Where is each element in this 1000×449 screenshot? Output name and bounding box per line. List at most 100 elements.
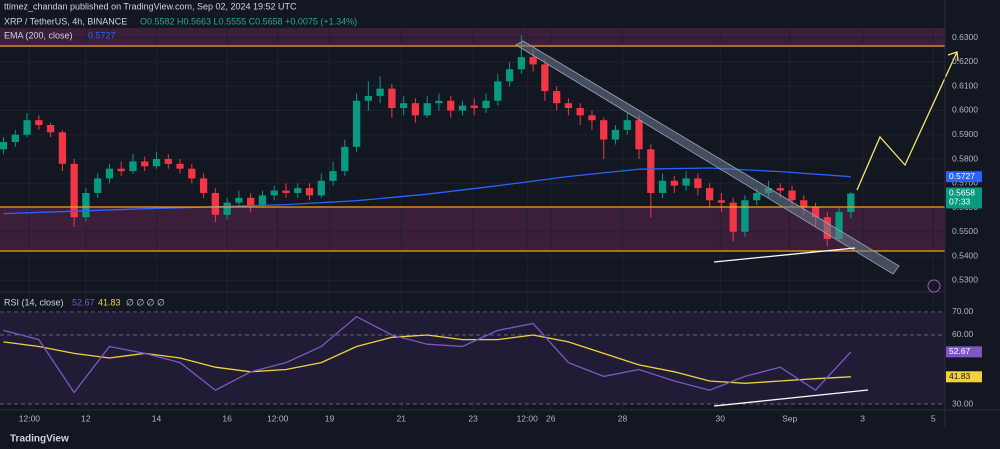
candle-body xyxy=(552,91,561,104)
candle-body xyxy=(141,161,149,167)
countdown: 07:33 xyxy=(949,197,971,207)
x-tick-label: 30 xyxy=(715,413,725,423)
candle-body xyxy=(505,69,514,82)
candle-body xyxy=(635,120,643,150)
y-tick-label: 0.5400 xyxy=(952,250,978,260)
candle-body xyxy=(129,161,137,172)
x-tick-label: 14 xyxy=(152,413,162,423)
candle-body xyxy=(82,192,90,218)
candle-body xyxy=(58,132,67,164)
y-tick-label: 0.6100 xyxy=(952,80,978,90)
rsi-tick-label: 30.00 xyxy=(952,398,974,408)
candle-body xyxy=(164,159,172,164)
candle-body xyxy=(152,159,161,167)
candle-body xyxy=(717,200,726,203)
rsi-tick-label: 70.00 xyxy=(952,306,974,316)
rsi-band xyxy=(0,312,945,404)
candle-body xyxy=(847,193,855,212)
candle-body xyxy=(623,120,631,130)
x-tick-label: 28 xyxy=(618,413,628,423)
candle-body xyxy=(211,192,220,215)
candle-body xyxy=(258,195,267,206)
candle-body xyxy=(482,100,490,109)
x-tick-label: 12:00 xyxy=(267,413,289,423)
candle-body xyxy=(94,178,102,193)
candle-body xyxy=(329,171,337,181)
candle-body xyxy=(494,81,502,101)
candle-body xyxy=(776,188,784,191)
candle-body xyxy=(305,188,314,196)
x-tick-label: Sep xyxy=(782,413,797,423)
candle-body xyxy=(176,163,184,169)
candle-body xyxy=(811,207,820,218)
candle-body xyxy=(0,142,8,150)
candle-body xyxy=(835,211,843,240)
candle-body xyxy=(435,100,443,104)
rsi-title: RSI (14, close) xyxy=(4,297,64,307)
candle-body xyxy=(694,178,702,189)
rsi-tick-label: 60.00 xyxy=(952,329,974,339)
candle-body xyxy=(705,188,714,201)
candle-body xyxy=(282,190,290,193)
candle-body xyxy=(70,163,78,218)
rsi-line xyxy=(3,315,852,394)
candle-body xyxy=(600,120,608,140)
candle-body xyxy=(741,200,749,232)
candle-body xyxy=(517,57,525,70)
candle-body xyxy=(23,120,31,135)
x-tick-label: 21 xyxy=(397,413,407,423)
price-label: 0.5727 xyxy=(949,171,975,181)
candle-body xyxy=(411,103,420,116)
support-zone xyxy=(0,207,945,251)
candle-body xyxy=(458,105,467,111)
x-tick-label: 26 xyxy=(546,413,556,423)
price-label: 0.5658 xyxy=(949,188,975,198)
ema-title: EMA (200, close) xyxy=(4,30,73,40)
candle-body xyxy=(376,88,384,96)
y-tick-label: 0.5900 xyxy=(952,129,978,139)
y-tick-label: 0.6000 xyxy=(952,105,978,115)
candle-body xyxy=(541,64,549,92)
x-tick-label: 12:00 xyxy=(19,413,41,423)
candle-body xyxy=(647,149,655,193)
candle-body xyxy=(11,134,19,143)
rsi-label-box xyxy=(946,371,982,383)
y-tick-label: 0.5700 xyxy=(952,178,978,188)
candle-body xyxy=(46,125,55,133)
candle-body xyxy=(270,190,278,196)
projection-arrow xyxy=(856,51,958,191)
ohlc: O0.5582 H0.5663 L0.5555 C0.5658 +0.0075 … xyxy=(140,16,357,26)
publisher: ttimez_chandan published on TradingView.… xyxy=(4,1,297,11)
candle-body xyxy=(317,180,325,196)
x-tick-label: 23 xyxy=(468,413,478,423)
y-tick-label: 0.5800 xyxy=(952,153,978,163)
candle-body xyxy=(105,168,114,179)
brand: TradingView xyxy=(10,434,69,445)
candle-body xyxy=(117,168,125,172)
rsi-extra: ∅ ∅ ∅ ∅ xyxy=(126,297,165,307)
price-label-box xyxy=(946,187,982,209)
x-tick-label: 12:00 xyxy=(517,413,539,423)
y-tick-label: 0.5500 xyxy=(952,226,978,236)
price-label-box xyxy=(946,171,982,183)
price-divergence-line xyxy=(713,247,856,263)
rsi-value: 52.67 xyxy=(72,297,95,307)
alert-icon xyxy=(927,279,941,293)
x-tick-label: 19 xyxy=(325,413,335,423)
y-tick-label: 0.6200 xyxy=(952,56,978,66)
ema-value: 0.5727 xyxy=(88,30,116,40)
candle-body xyxy=(341,146,349,172)
x-tick-label: 12 xyxy=(81,413,91,423)
candle-body xyxy=(223,202,231,215)
candle-body xyxy=(35,120,43,126)
candle-body xyxy=(800,200,808,208)
candle-body xyxy=(529,57,537,65)
candle-body xyxy=(364,95,372,101)
candle-body xyxy=(388,88,396,109)
candle-body xyxy=(588,115,596,121)
candle-body xyxy=(247,197,255,206)
candle-body xyxy=(294,188,302,193)
candle-body xyxy=(423,103,431,116)
candle-body xyxy=(682,178,690,186)
